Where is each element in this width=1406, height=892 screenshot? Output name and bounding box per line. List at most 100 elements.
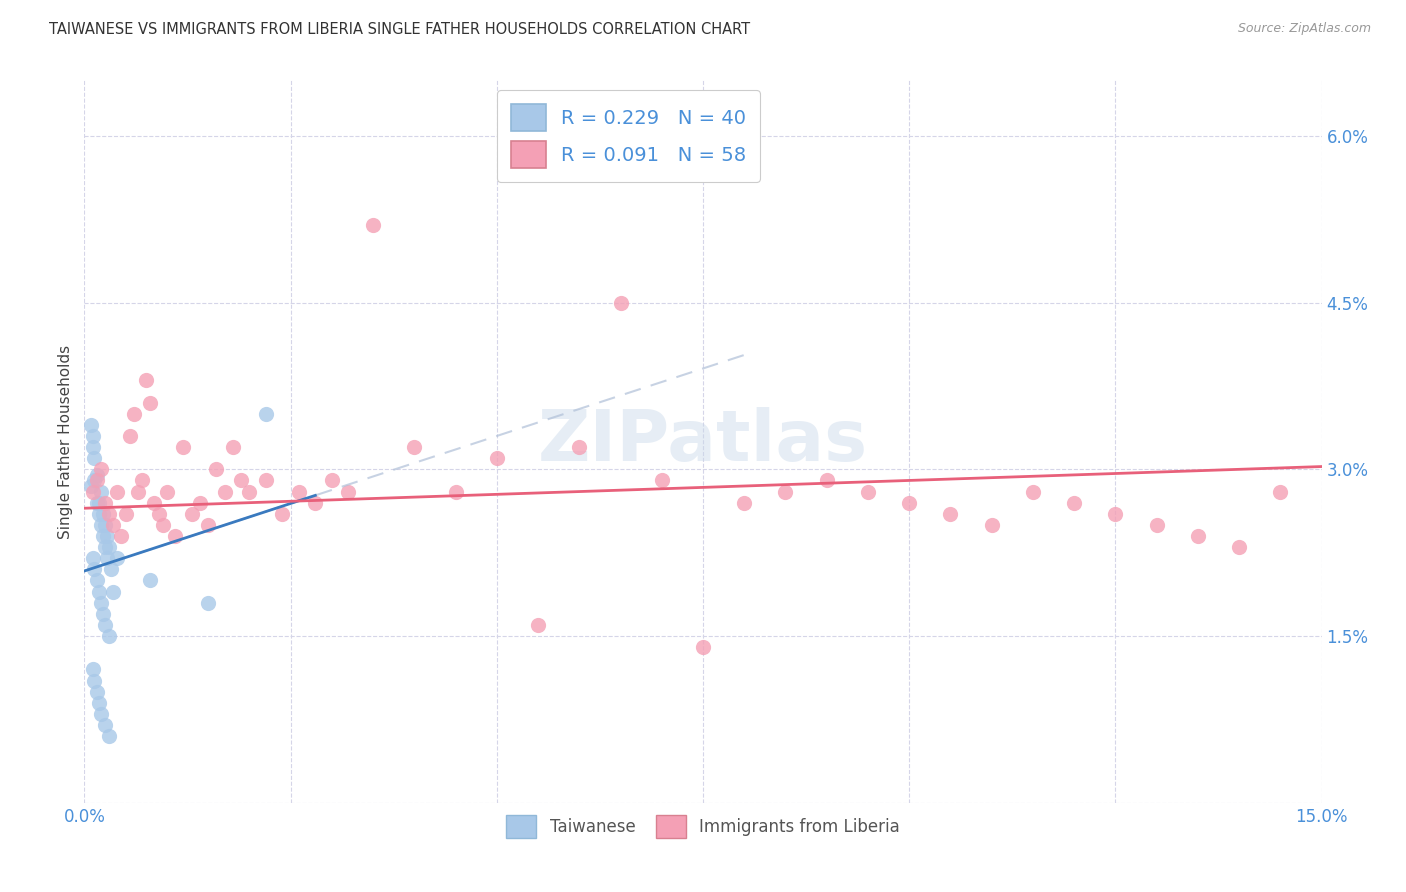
Point	[568, 440, 591, 454]
Point	[82, 440, 104, 454]
Point	[898, 496, 921, 510]
Text: TAIWANESE VS IMMIGRANTS FROM LIBERIA SINGLE FATHER HOUSEHOLDS CORRELATION CHART: TAIWANESE VS IMMIGRANTS FROM LIBERIA SIN…	[49, 22, 751, 37]
Point	[83, 673, 105, 688]
Point	[96, 551, 118, 566]
Point	[288, 484, 311, 499]
Point	[222, 440, 245, 454]
Point	[91, 507, 114, 521]
Point	[96, 529, 118, 543]
Legend: Taiwanese, Immigrants from Liberia: Taiwanese, Immigrants from Liberia	[499, 808, 907, 845]
Point	[143, 496, 166, 510]
Point	[94, 496, 117, 510]
Point	[651, 474, 673, 488]
Point	[89, 496, 111, 510]
Point	[775, 484, 797, 499]
Point	[122, 407, 145, 421]
Point	[82, 662, 104, 676]
Point	[86, 574, 108, 588]
Point	[1270, 484, 1292, 499]
Point	[110, 529, 132, 543]
Y-axis label: Single Father Households: Single Father Households	[58, 344, 73, 539]
Point	[485, 451, 508, 466]
Point	[1063, 496, 1085, 510]
Point	[404, 440, 426, 454]
Point	[127, 484, 149, 499]
Point	[82, 484, 104, 499]
Point	[98, 540, 121, 554]
Point	[86, 496, 108, 510]
Point	[90, 596, 112, 610]
Point	[89, 696, 111, 710]
Point	[692, 640, 714, 655]
Text: ZIPatlas: ZIPatlas	[538, 407, 868, 476]
Point	[131, 474, 153, 488]
Point	[321, 474, 343, 488]
Point	[271, 507, 294, 521]
Point	[527, 618, 550, 632]
Point	[83, 474, 105, 488]
Point	[165, 529, 187, 543]
Point	[86, 684, 108, 698]
Point	[90, 706, 112, 721]
Point	[152, 517, 174, 532]
Point	[939, 507, 962, 521]
Point	[105, 484, 128, 499]
Point	[118, 429, 141, 443]
Point	[90, 517, 112, 532]
Point	[98, 629, 121, 643]
Point	[1227, 540, 1250, 554]
Point	[103, 517, 125, 532]
Point	[94, 718, 117, 732]
Point	[114, 507, 136, 521]
Point	[82, 551, 104, 566]
Point	[238, 484, 260, 499]
Point	[86, 467, 108, 482]
Point	[254, 407, 277, 421]
Point	[856, 484, 879, 499]
Point	[444, 484, 467, 499]
Point	[1022, 484, 1045, 499]
Point	[1187, 529, 1209, 543]
Point	[83, 451, 105, 466]
Point	[89, 584, 111, 599]
Point	[361, 218, 384, 232]
Point	[609, 295, 631, 310]
Point	[172, 440, 194, 454]
Point	[205, 462, 228, 476]
Point	[80, 479, 103, 493]
Point	[103, 584, 125, 599]
Point	[188, 496, 211, 510]
Point	[1104, 507, 1126, 521]
Point	[304, 496, 326, 510]
Point	[197, 596, 219, 610]
Text: Source: ZipAtlas.com: Source: ZipAtlas.com	[1237, 22, 1371, 36]
Point	[89, 507, 111, 521]
Point	[94, 618, 117, 632]
Point	[229, 474, 252, 488]
Point	[180, 507, 202, 521]
Point	[139, 395, 162, 409]
Point	[148, 507, 170, 521]
Point	[83, 562, 105, 576]
Point	[337, 484, 360, 499]
Point	[1146, 517, 1168, 532]
Point	[135, 373, 157, 387]
Point	[98, 729, 121, 743]
Point	[94, 540, 117, 554]
Point	[82, 429, 104, 443]
Point	[156, 484, 179, 499]
Point	[86, 474, 108, 488]
Point	[980, 517, 1002, 532]
Point	[90, 462, 112, 476]
Point	[94, 517, 117, 532]
Point	[733, 496, 755, 510]
Point	[139, 574, 162, 588]
Point	[197, 517, 219, 532]
Point	[100, 562, 122, 576]
Point	[214, 484, 236, 499]
Point	[90, 484, 112, 499]
Point	[105, 551, 128, 566]
Point	[91, 607, 114, 621]
Point	[254, 474, 277, 488]
Point	[815, 474, 838, 488]
